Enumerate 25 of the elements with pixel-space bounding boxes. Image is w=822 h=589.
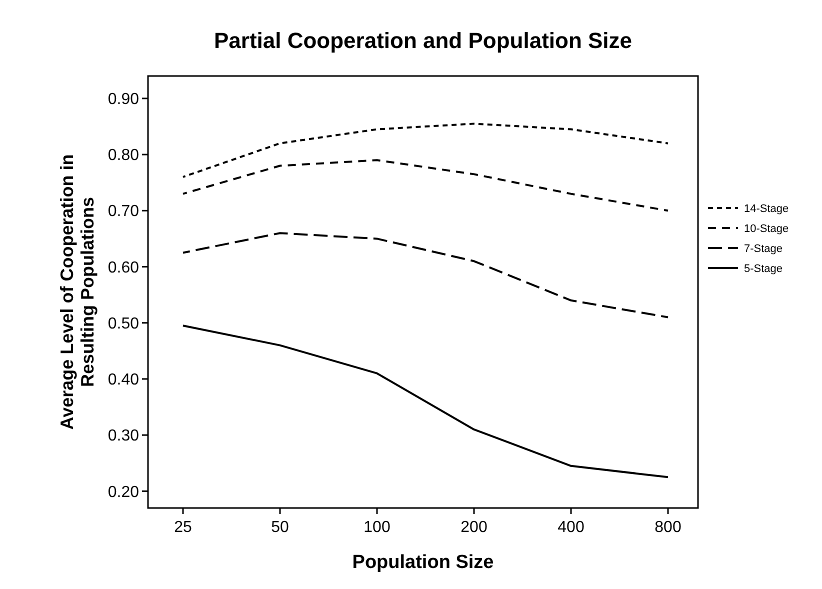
- y-tick-label: 0.20: [108, 484, 140, 501]
- y-tick-label: 0.60: [108, 259, 140, 276]
- y-tick-label: 0.90: [108, 91, 140, 108]
- line-series: [182, 122, 669, 178]
- x-tick-label: 800: [654, 519, 682, 536]
- legend-label: 10-Stage: [744, 222, 789, 235]
- x-axis-title: Population Size: [352, 552, 494, 573]
- chart-title: Partial Cooperation and Population Size: [214, 28, 632, 53]
- x-tick-label: 400: [558, 519, 584, 536]
- line-series: [182, 324, 669, 478]
- y-tick-label: 0.70: [108, 203, 140, 220]
- legend-label: 5-Stage: [744, 262, 783, 275]
- x-tick-label: 25: [174, 519, 192, 536]
- legend-label: 7-Stage: [744, 242, 783, 255]
- x-tick-label: 100: [364, 519, 390, 536]
- x-tick-label: 200: [460, 519, 488, 536]
- line-series: [182, 232, 669, 318]
- y-tick-label: 0.40: [108, 372, 140, 389]
- x-tick-label: 50: [271, 519, 289, 536]
- legend-label: 14-Stage: [744, 202, 789, 215]
- line-series: [182, 159, 669, 212]
- y-tick-label: 0.50: [108, 315, 140, 332]
- y-tick-label: 0.80: [108, 147, 140, 164]
- y-axis-title: Average Level of Cooperation in Resulting Populations: [56, 154, 98, 430]
- y-tick-label: 0.30: [108, 428, 140, 445]
